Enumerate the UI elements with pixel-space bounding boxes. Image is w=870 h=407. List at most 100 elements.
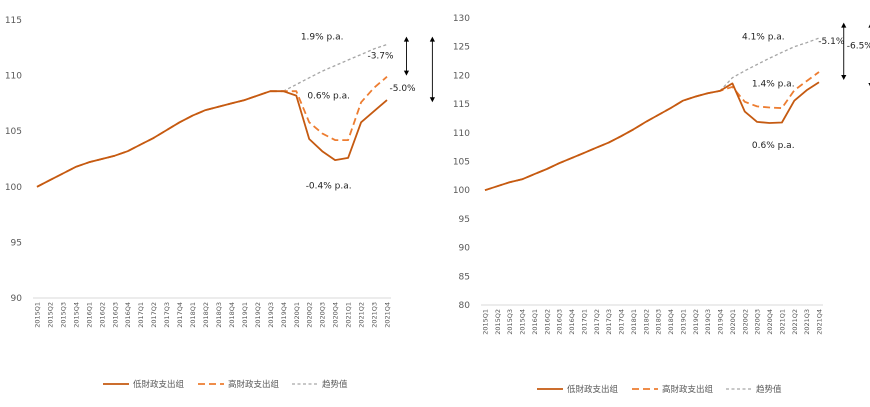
right-series-line-0 [484, 81, 820, 192]
right-x-tick-label: 2019Q1 [679, 309, 687, 335]
left-gap-arrow-head-top-0 [403, 36, 410, 42]
left-x-tick-label: 2016Q4 [124, 302, 132, 328]
right-x-tick-label: 2016Q3 [556, 309, 564, 335]
left-x-tick-label: 2019Q3 [267, 302, 275, 328]
right-y-tick-label: 110 [453, 129, 470, 139]
left-y-tick-label: 110 [5, 72, 22, 82]
right-x-tick-label: 2019Q4 [717, 309, 725, 335]
left-x-tick-label: 2016Q2 [98, 302, 106, 328]
left-x-tick-label: 2015Q4 [72, 302, 80, 328]
left-annotation-1: -3.7% [367, 52, 394, 62]
left-x-tick-label: 2017Q3 [163, 302, 171, 328]
left-x-tick-label: 2018Q2 [202, 302, 210, 328]
left-annotation-2: -5.0% [389, 84, 416, 94]
right-annotation-0: 4.1% p.a. [742, 32, 785, 42]
left-gap-arrow-head-top-1 [429, 36, 435, 42]
left-x-tick-label: 2021Q3 [371, 302, 379, 328]
right-x-tick-label: 2021Q3 [803, 309, 811, 335]
left-x-tick-label: 2021Q4 [384, 302, 392, 328]
right-x-tick-label: 2017Q3 [605, 309, 613, 335]
left-x-tick-label: 2020Q2 [306, 302, 314, 328]
left-x-tick-label: 2021Q2 [358, 302, 366, 328]
left-legend-label-0: 低財政支出组 [133, 379, 185, 390]
right-gap-arrow-head-top-0 [841, 22, 847, 28]
right-y-tick-label: 85 [459, 272, 470, 282]
left-x-tick-label: 2017Q1 [137, 302, 145, 328]
left-x-tick-label: 2018Q1 [189, 302, 197, 328]
right-y-tick-label: 130 [453, 14, 470, 24]
right-series-line-1 [484, 71, 820, 192]
right-x-tick-label: 2019Q2 [692, 309, 700, 335]
left-x-tick-label: 2020Q3 [319, 302, 327, 328]
left-y-tick-label: 90 [11, 294, 23, 304]
left-y-tick-label: 100 [5, 183, 22, 193]
right-x-tick-label: 2017Q2 [593, 309, 601, 335]
left-x-tick-label: 2018Q4 [228, 302, 236, 328]
chart-right: 80 85 90 95 100 105 110 115 120 125 130 2015Q1 2015Q… [440, 0, 870, 403]
left-annotation-0: 1.9% p.a. [301, 33, 344, 43]
left-x-tick-label: 2015Q1 [34, 302, 42, 328]
left-legend-label-2: 趋势值 [322, 379, 348, 390]
left-x-tick-label: 2020Q4 [332, 302, 340, 328]
left-annotation-4: -0.4% p.a. [306, 182, 352, 192]
left-y-tick-label: 115 [5, 16, 22, 26]
left-x-tick-label: 2018Q3 [215, 302, 223, 328]
right-x-tick-label: 2020Q4 [766, 309, 774, 335]
right-gap-arrow-head-bottom-0 [841, 74, 847, 80]
left-x-tick-label: 2016Q1 [85, 302, 93, 328]
right-y-tick-label: 95 [459, 215, 470, 225]
right-x-tick-label: 2017Q4 [618, 309, 626, 335]
left-series-line-0 [36, 90, 388, 188]
right-legend-label-1: 高財政支出组 [662, 384, 714, 395]
right-x-tick-label: 2016Q1 [531, 309, 539, 335]
left-x-tick-label: 2015Q2 [46, 302, 54, 328]
right-y-tick-label: 90 [459, 244, 471, 254]
left-annotation-3: 0.6% p.a. [307, 92, 350, 102]
left-x-tick-label: 2017Q4 [176, 302, 184, 328]
right-annotation-1: -5.1% [818, 37, 845, 47]
chart-right-svg: 80 85 90 95 100 105 110 115 120 125 130 2015Q1 2015Q… [453, 14, 870, 395]
right-x-tick-label: 2020Q1 [729, 309, 737, 335]
right-x-tick-label: 2018Q4 [667, 309, 675, 335]
right-x-tick-label: 2017Q1 [580, 309, 588, 335]
right-annotation-2: -6.5% [847, 42, 870, 52]
right-x-tick-label: 2015Q2 [494, 309, 502, 335]
right-x-tick-label: 2019Q3 [704, 309, 712, 335]
right-annotation-4: 0.6% p.a. [752, 141, 795, 151]
right-y-tick-label: 100 [453, 186, 470, 196]
chart-left-svg: 90 95 100 105 110 115 2015Q1 2015Q2 2015Q3 2015Q4… [5, 16, 435, 390]
left-x-tick-label: 2019Q1 [241, 302, 249, 328]
left-x-tick-label: 2020Q1 [293, 302, 301, 328]
left-x-tick-label: 2021Q1 [345, 302, 353, 328]
left-gap-arrow-head-bottom-0 [403, 70, 410, 76]
right-x-tick-label: 2020Q3 [754, 309, 762, 335]
right-x-tick-label: 2015Q3 [506, 309, 514, 335]
right-x-tick-label: 2021Q2 [791, 309, 799, 335]
left-x-tick-label: 2019Q2 [254, 302, 262, 328]
left-x-tick-label: 2019Q4 [280, 302, 288, 328]
left-y-tick-label: 105 [5, 127, 22, 137]
right-x-tick-label: 2021Q1 [778, 309, 786, 335]
right-y-tick-label: 80 [459, 301, 471, 311]
chart-left: 90 95 100 105 110 115 2015Q1 2015Q2 2015Q3 2015Q4… [5, 16, 435, 390]
right-legend-label-2: 趋势值 [756, 384, 782, 395]
right-y-tick-label: 125 [453, 43, 470, 53]
right-x-tick-label: 2018Q2 [642, 309, 650, 335]
right-legend-label-0: 低財政支出组 [567, 384, 619, 395]
right-x-tick-label: 2020Q2 [741, 309, 749, 335]
right-x-tick-label: 2015Q1 [482, 309, 490, 335]
right-x-tick-label: 2016Q4 [568, 309, 576, 335]
right-x-tick-label: 2021Q4 [816, 309, 824, 335]
right-annotation-3: 1.4% p.a. [752, 79, 795, 89]
left-x-tick-label: 2015Q3 [59, 302, 67, 328]
right-y-tick-label: 105 [453, 158, 470, 168]
right-x-tick-label: 2018Q1 [630, 309, 638, 335]
right-series-line-2 [719, 37, 820, 92]
left-y-tick-label: 95 [11, 238, 22, 248]
right-x-tick-label: 2015Q4 [519, 309, 527, 335]
left-legend-label-1: 高財政支出组 [228, 379, 280, 390]
right-y-tick-label: 115 [453, 100, 470, 110]
left-x-tick-label: 2016Q3 [111, 302, 119, 328]
left-series-line-2 [283, 43, 388, 92]
right-y-tick-label: 120 [453, 71, 470, 81]
